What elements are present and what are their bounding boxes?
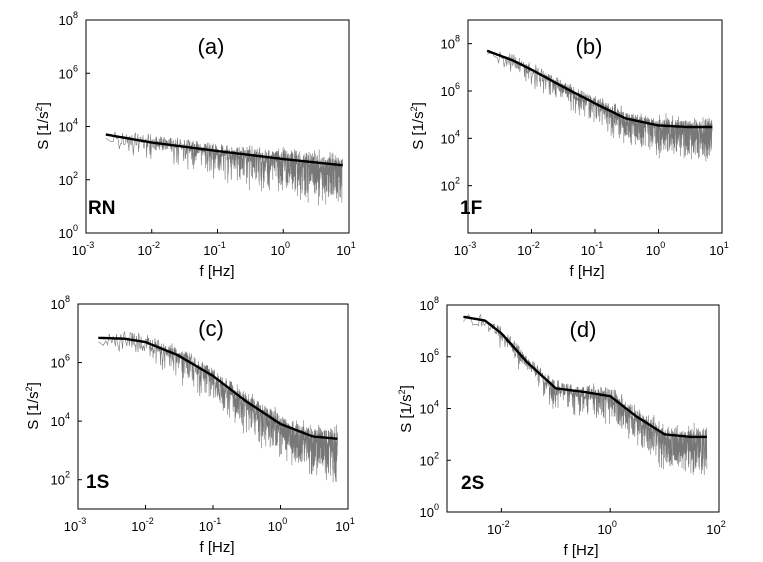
panel-b-ytick-label: 104: [441, 128, 460, 146]
panel-b-xtick-label: 100: [646, 240, 665, 258]
panel-a-ytick-label: 108: [59, 10, 78, 28]
panel-b: (b) 1F f [Hz] S [1/s2] 10-3 10-2 10-1 100 10…: [409, 19, 729, 280]
panel-c-ytick-label: 104: [51, 411, 70, 429]
panel-d: (d) 2S f [Hz] S [1/s2] 10-2 100 102 100 102 1…: [397, 295, 726, 559]
panel-c-ytick-label: 108: [51, 294, 70, 312]
panel-b-xtick-label: 10-3: [454, 240, 476, 258]
panel-d-ytick-label: 100: [420, 502, 439, 520]
panel-d-title: (d): [570, 317, 597, 342]
panel-a-xtick-label: 10-1: [203, 240, 225, 258]
panel-a-data-line: [105, 131, 343, 206]
panel-c-xtick-label: 10-1: [199, 516, 221, 534]
panel-a-ytick-label: 100: [59, 223, 78, 241]
panel-a: (a) RN f [Hz] S [1/s2] 10-3 10-2 10-1 100 10…: [34, 10, 356, 280]
panel-a-label: RN: [88, 198, 115, 219]
panel-a-xtick-label: 101: [336, 240, 355, 258]
panel-a-xtick-label: 10-3: [72, 240, 94, 258]
panel-c-xtick-label: 101: [335, 516, 354, 534]
panel-b-xtick-label: 101: [709, 240, 728, 258]
panel-b-ytick-label: 108: [441, 34, 460, 52]
panel-c-fit-line: [98, 336, 338, 440]
panel-a-fit-line: [105, 133, 343, 167]
panel-b-fit-line: [486, 49, 713, 129]
panel-d-ytick-label: 104: [420, 399, 439, 417]
panel-b-ytick-label: 106: [441, 81, 460, 99]
panel-c-title: (c): [198, 316, 224, 341]
panel-c-ytick-label: 102: [51, 470, 70, 488]
panel-d-fit-line: [463, 315, 707, 439]
panel-d-xtick-label: 10-2: [487, 519, 509, 537]
panel-c-label: 1S: [86, 472, 109, 493]
panel-b-ytick-label: 102: [441, 176, 460, 194]
panel-d-xlabel: f [Hz]: [563, 542, 598, 559]
panel-a-xlabel: f [Hz]: [199, 263, 234, 280]
panel-b-ylabel: S [1/s2]: [409, 102, 427, 150]
panel-d-ytick-label: 108: [420, 295, 439, 313]
panel-c-xlabel: f [Hz]: [199, 539, 234, 556]
panel-a-ytick-label: 104: [59, 117, 78, 135]
panel-d-xtick-label: 100: [597, 519, 616, 537]
panel-d-data-line: [463, 313, 708, 476]
panel-c-ylabel: S [1/s2]: [24, 382, 42, 430]
panel-c-xtick-label: 10-3: [64, 516, 86, 534]
panel-d-ytick-label: 102: [420, 450, 439, 468]
panel-c: (c) 1S f [Hz] S [1/s2] 10-3 10-2 10-1 100 10…: [24, 294, 355, 556]
panel-d-label: 2S: [461, 473, 484, 494]
panel-d-ylabel: S [1/s2]: [397, 385, 415, 433]
panel-b-label: 1F: [460, 198, 482, 219]
panel-c-xtick-label: 100: [268, 516, 287, 534]
panel-d-xtick-label: 102: [706, 519, 725, 537]
panel-d-ytick-label: 106: [420, 347, 439, 365]
panel-a-ytick-label: 106: [59, 63, 78, 81]
panel-a-title: (a): [198, 34, 225, 59]
panel-a-xtick-label: 100: [271, 240, 290, 258]
panel-a-ytick-label: 102: [59, 170, 78, 188]
panel-b-xtick-label: 10-2: [517, 240, 539, 258]
panel-c-xtick-label: 10-2: [131, 516, 153, 534]
panel-a-ylabel: S [1/s2]: [34, 102, 52, 150]
panel-b-xtick-label: 10-1: [581, 240, 603, 258]
panel-c-ytick-label: 106: [51, 353, 70, 371]
panel-b-xlabel: f [Hz]: [569, 263, 604, 280]
panel-b-title: (b): [576, 34, 603, 59]
panel-c-data-line: [98, 330, 338, 483]
panel-a-xtick-label: 10-2: [138, 240, 160, 258]
